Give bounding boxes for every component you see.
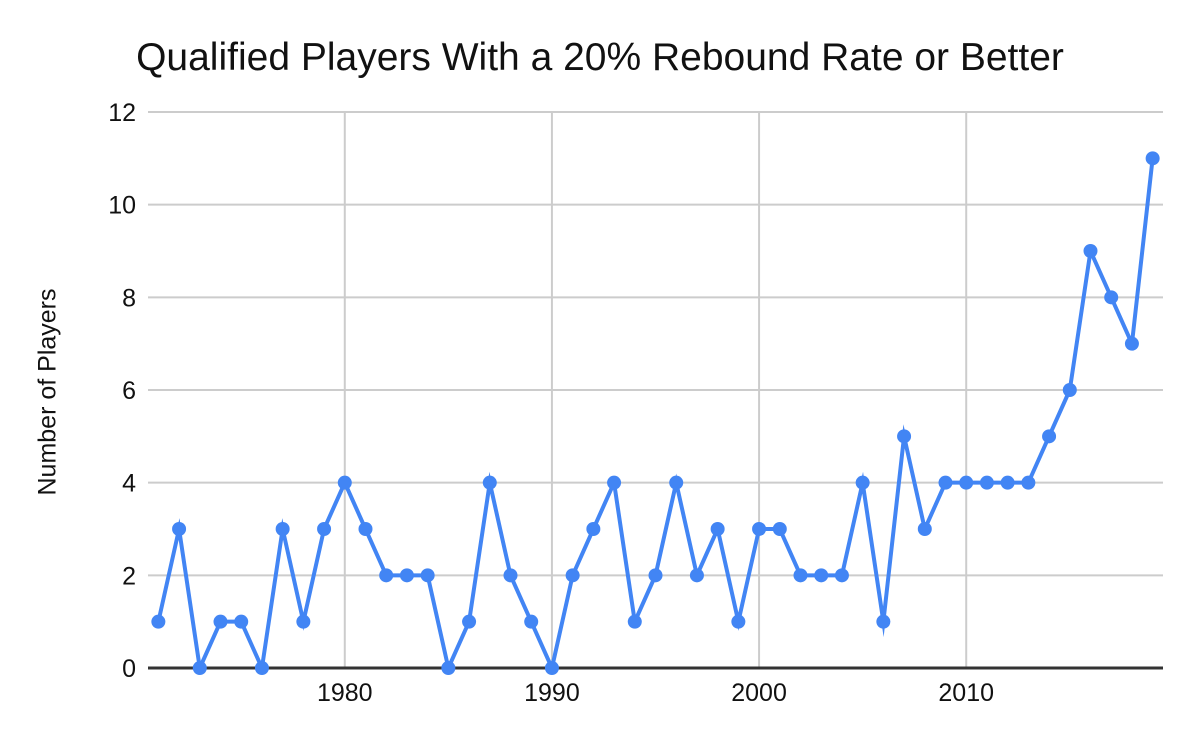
data-point-1978[interactable]: [296, 614, 311, 629]
chart-title: Qualified Players With a 20% Rebound Rat…: [136, 36, 1064, 79]
data-point-2001[interactable]: [772, 522, 787, 536]
data-point-1977[interactable]: [275, 522, 290, 536]
data-point-1991[interactable]: [565, 568, 580, 583]
data-point-2016[interactable]: [1083, 244, 1098, 258]
data-point-2012[interactable]: [1000, 475, 1015, 490]
data-point-2000[interactable]: [752, 522, 767, 536]
y-tick-label-8: 8: [122, 284, 136, 312]
data-point-2006[interactable]: [876, 614, 891, 629]
data-point-1995[interactable]: [648, 568, 663, 583]
data-point-1998[interactable]: [710, 522, 725, 536]
data-point-1972[interactable]: [172, 522, 187, 536]
y-tick-label-2: 2: [122, 562, 136, 590]
data-point-1994[interactable]: [627, 614, 642, 629]
x-tick-label-2010: 2010: [938, 679, 994, 707]
data-point-1997[interactable]: [689, 568, 704, 583]
data-point-1974[interactable]: [213, 614, 228, 629]
data-point-2015[interactable]: [1062, 383, 1077, 397]
data-point-1999[interactable]: [731, 614, 746, 629]
data-point-1987[interactable]: [482, 475, 497, 490]
data-point-1982[interactable]: [379, 568, 394, 583]
data-point-2017[interactable]: [1104, 290, 1119, 305]
data-point-1973[interactable]: [192, 661, 207, 675]
y-tick-label-10: 10: [108, 192, 136, 220]
y-tick-label-6: 6: [122, 377, 136, 405]
data-point-1986[interactable]: [462, 614, 477, 629]
data-point-1980[interactable]: [337, 475, 352, 490]
data-point-2002[interactable]: [793, 568, 808, 583]
data-point-2004[interactable]: [834, 568, 849, 583]
data-point-1988[interactable]: [503, 568, 518, 583]
x-tick-label-2000: 2000: [731, 679, 787, 707]
data-point-1990[interactable]: [544, 661, 559, 675]
data-point-2003[interactable]: [814, 568, 829, 583]
y-tick-label-0: 0: [122, 655, 136, 683]
x-tick-label-1990: 1990: [524, 679, 580, 707]
data-point-1976[interactable]: [254, 661, 269, 675]
data-point-1984[interactable]: [420, 568, 435, 583]
data-point-1971[interactable]: [151, 614, 166, 629]
data-point-1992[interactable]: [586, 522, 601, 536]
data-point-2018[interactable]: [1124, 336, 1139, 351]
data-point-2014[interactable]: [1042, 429, 1057, 444]
data-point-2010[interactable]: [959, 475, 974, 490]
y-tick-label-4: 4: [122, 470, 136, 498]
data-point-2009[interactable]: [938, 475, 953, 490]
x-tick-label-1980: 1980: [317, 679, 373, 707]
data-point-2019[interactable]: [1145, 151, 1160, 166]
data-point-1985[interactable]: [441, 661, 456, 675]
data-point-1975[interactable]: [234, 614, 249, 629]
data-point-1979[interactable]: [317, 522, 332, 536]
data-point-1989[interactable]: [524, 614, 539, 629]
data-point-1981[interactable]: [358, 522, 373, 536]
data-point-2011[interactable]: [979, 475, 994, 490]
data-point-2007[interactable]: [897, 429, 912, 444]
data-point-2008[interactable]: [917, 522, 932, 536]
data-point-1993[interactable]: [607, 475, 622, 490]
data-point-1983[interactable]: [399, 568, 414, 583]
data-point-1996[interactable]: [669, 475, 684, 490]
y-tick-label-12: 12: [108, 99, 136, 127]
series-line: [156, 158, 1155, 676]
data-point-2013[interactable]: [1021, 475, 1036, 490]
data-point-2005[interactable]: [855, 475, 870, 490]
